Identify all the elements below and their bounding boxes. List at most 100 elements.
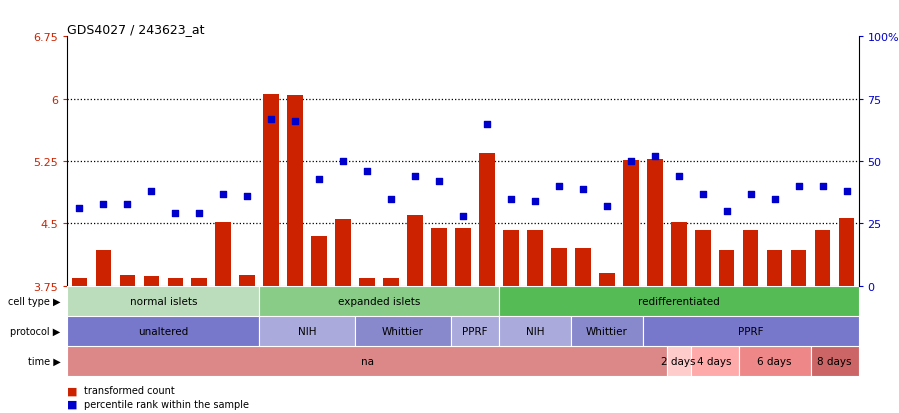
Bar bbox=[263, 95, 279, 286]
Bar bbox=[335, 220, 351, 286]
Text: 4 days: 4 days bbox=[698, 356, 732, 366]
Bar bbox=[259, 316, 355, 346]
Bar bbox=[647, 159, 663, 286]
Text: 6 days: 6 days bbox=[757, 356, 792, 366]
Point bbox=[144, 188, 158, 195]
Point bbox=[192, 211, 207, 217]
Bar bbox=[690, 346, 739, 376]
Point bbox=[432, 178, 446, 185]
Bar bbox=[791, 251, 806, 286]
Text: PPRF: PPRF bbox=[738, 326, 763, 336]
Bar bbox=[383, 278, 399, 286]
Bar bbox=[499, 316, 571, 346]
Point bbox=[575, 186, 590, 192]
Bar bbox=[739, 346, 811, 376]
Point bbox=[384, 196, 398, 202]
Text: expanded islets: expanded islets bbox=[338, 296, 420, 306]
Bar bbox=[216, 222, 231, 286]
Text: GDS4027 / 243623_at: GDS4027 / 243623_at bbox=[67, 23, 205, 36]
Text: unaltered: unaltered bbox=[138, 326, 189, 336]
Text: cell type ▶: cell type ▶ bbox=[8, 296, 60, 306]
Bar bbox=[571, 316, 643, 346]
Text: NIH: NIH bbox=[298, 326, 316, 336]
Bar bbox=[455, 228, 471, 286]
Text: protocol ▶: protocol ▶ bbox=[10, 326, 60, 336]
Point bbox=[672, 173, 686, 180]
Bar bbox=[120, 275, 135, 286]
Bar bbox=[499, 286, 859, 316]
Bar bbox=[479, 153, 494, 286]
Text: ■: ■ bbox=[67, 399, 78, 409]
Bar bbox=[360, 278, 375, 286]
Text: Whittier: Whittier bbox=[586, 326, 628, 336]
Text: redifferentiated: redifferentiated bbox=[638, 296, 719, 306]
Bar bbox=[695, 230, 710, 286]
Bar bbox=[671, 222, 687, 286]
Point bbox=[840, 188, 854, 195]
Bar bbox=[288, 95, 303, 286]
Bar bbox=[67, 346, 667, 376]
Bar bbox=[811, 346, 859, 376]
Point bbox=[791, 183, 806, 190]
Bar bbox=[551, 249, 566, 286]
Point bbox=[456, 213, 470, 220]
Point bbox=[743, 191, 758, 197]
Text: na: na bbox=[360, 356, 374, 366]
Bar bbox=[599, 274, 615, 286]
Bar bbox=[527, 230, 543, 286]
Bar bbox=[259, 286, 499, 316]
Point bbox=[696, 191, 710, 197]
Text: PPRF: PPRF bbox=[462, 326, 488, 336]
Text: 2 days: 2 days bbox=[662, 356, 696, 366]
Point bbox=[480, 121, 494, 128]
Point bbox=[600, 203, 614, 210]
Bar bbox=[743, 230, 759, 286]
Bar bbox=[432, 228, 447, 286]
Point bbox=[216, 191, 230, 197]
Bar bbox=[239, 275, 255, 286]
Point bbox=[288, 119, 302, 125]
Text: percentile rank within the sample: percentile rank within the sample bbox=[84, 399, 249, 409]
Point bbox=[528, 198, 542, 205]
Bar bbox=[503, 230, 519, 286]
Bar bbox=[311, 236, 327, 286]
Bar bbox=[355, 316, 451, 346]
Text: NIH: NIH bbox=[526, 326, 544, 336]
Bar bbox=[95, 251, 111, 286]
Point bbox=[72, 206, 86, 212]
Text: normal islets: normal islets bbox=[129, 296, 197, 306]
Bar bbox=[72, 278, 87, 286]
Point bbox=[768, 196, 782, 202]
Point bbox=[312, 176, 326, 183]
Text: time ▶: time ▶ bbox=[28, 356, 60, 366]
Bar bbox=[643, 316, 859, 346]
Bar bbox=[167, 278, 183, 286]
Point bbox=[168, 211, 182, 217]
Bar bbox=[144, 276, 159, 286]
Bar bbox=[451, 316, 499, 346]
Bar bbox=[407, 216, 423, 286]
Point bbox=[360, 169, 374, 175]
Bar bbox=[839, 218, 854, 286]
Point bbox=[815, 183, 830, 190]
Point bbox=[719, 208, 734, 215]
Bar bbox=[191, 278, 207, 286]
Point bbox=[240, 193, 254, 200]
Bar bbox=[575, 249, 591, 286]
Point bbox=[96, 201, 111, 207]
Text: Whittier: Whittier bbox=[382, 326, 424, 336]
Bar bbox=[719, 251, 734, 286]
Point bbox=[120, 201, 135, 207]
Point bbox=[408, 173, 423, 180]
Text: transformed count: transformed count bbox=[84, 385, 174, 395]
Bar bbox=[67, 316, 259, 346]
Point bbox=[552, 183, 566, 190]
Point bbox=[336, 158, 351, 165]
Point bbox=[503, 196, 518, 202]
Text: 8 days: 8 days bbox=[817, 356, 852, 366]
Bar bbox=[667, 346, 690, 376]
Bar bbox=[67, 286, 259, 316]
Text: ■: ■ bbox=[67, 385, 78, 395]
Bar bbox=[814, 230, 831, 286]
Bar bbox=[623, 161, 638, 286]
